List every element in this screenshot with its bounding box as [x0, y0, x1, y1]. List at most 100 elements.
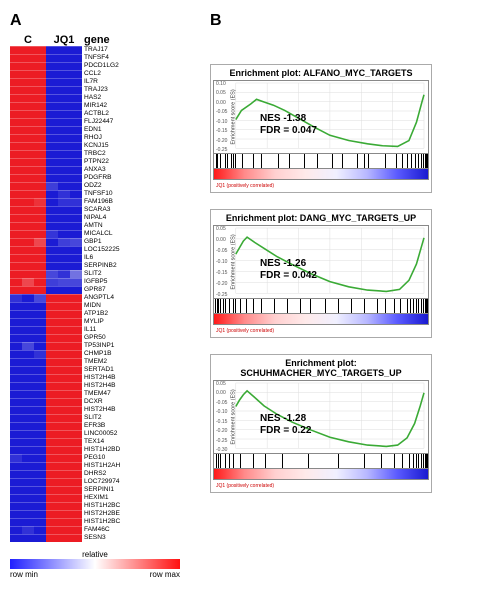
heatmap-cell	[34, 142, 46, 150]
heatmap-cell	[22, 350, 34, 358]
heatmap-cell	[58, 390, 70, 398]
heatmap-cell	[46, 70, 58, 78]
heatmap-cell	[70, 110, 82, 118]
heatmap-cell	[70, 526, 82, 534]
heatmap-cell	[22, 454, 34, 462]
heatmap-cell	[34, 302, 46, 310]
heatmap-row: SERPINI1	[10, 486, 180, 494]
heatmap-cell	[46, 94, 58, 102]
heatmap-cell	[46, 518, 58, 526]
heatmap-cell	[58, 310, 70, 318]
heatmap-cell	[22, 470, 34, 478]
heatmap-cell	[22, 502, 34, 510]
heatmap-cell	[70, 214, 82, 222]
heatmap-cell	[46, 246, 58, 254]
heatmap-cell	[58, 142, 70, 150]
heatmap-cell	[58, 422, 70, 430]
heatmap-cell	[34, 390, 46, 398]
heatmap-cell	[34, 518, 46, 526]
heatmap-cell	[58, 262, 70, 270]
heatmap-cell	[58, 334, 70, 342]
heatmap-cell	[58, 438, 70, 446]
hit-tick-strip	[213, 299, 429, 314]
heatmap-cell	[58, 398, 70, 406]
gene-label: PDGFRB	[82, 174, 111, 182]
gene-label: IGFBP5	[82, 278, 107, 286]
heatmap-cell	[58, 246, 70, 254]
gene-label: EDN1	[82, 126, 102, 134]
heatmap-cell	[58, 46, 70, 54]
heatmap-cell	[34, 294, 46, 302]
gene-label: LINC00052	[82, 430, 117, 438]
enrichment-plot: Enrichment plot: SCHUHMACHER_MYC_TARGETS…	[210, 354, 432, 493]
heatmap-row: HIST1H2BC	[10, 502, 180, 510]
heatmap-cell	[34, 478, 46, 486]
heatmap-cell	[34, 246, 46, 254]
heatmap-cell	[22, 230, 34, 238]
heatmap-cell	[58, 238, 70, 246]
heatmap-cell	[70, 46, 82, 54]
heatmap-cell	[34, 526, 46, 534]
heatmap-cell	[10, 206, 22, 214]
gene-label: AMTN	[82, 222, 103, 230]
heatmap-row: MIDN	[10, 302, 180, 310]
heatmap-cell	[46, 214, 58, 222]
fdr-value: FDR = 0.22	[260, 425, 311, 437]
enrichment-stats: NES -1.28FDR = 0.22	[260, 413, 311, 437]
heatmap-row: TRAJ23	[10, 86, 180, 94]
heatmap-cell	[46, 494, 58, 502]
heatmap-cell	[70, 494, 82, 502]
heatmap-cell	[22, 198, 34, 206]
heatmap-row: MICALCL	[10, 230, 180, 238]
heatmap-cell	[10, 358, 22, 366]
gene-label: DCXR	[82, 398, 103, 406]
heatmap-cell	[34, 278, 46, 286]
heatmap-row: RHOJ	[10, 134, 180, 142]
heatmap-cell	[10, 214, 22, 222]
heatmap-cell	[58, 446, 70, 454]
heatmap-row: FLJ22447	[10, 118, 180, 126]
heatmap-cell	[34, 534, 46, 542]
gene-label: PEG10	[82, 454, 105, 462]
heatmap-cell	[22, 518, 34, 526]
gene-label: HIST2H2BE	[82, 510, 120, 518]
gradient-label: JQ1 (positively correlated)	[216, 328, 274, 334]
heatmap-cell	[34, 286, 46, 294]
heatmap-cell	[10, 486, 22, 494]
heatmap-row: HIST2H4B	[10, 406, 180, 414]
nes-value: NES -1.38	[260, 113, 317, 125]
heatmap-cell	[22, 222, 34, 230]
heatmap-cell	[70, 190, 82, 198]
heatmap-cell	[58, 118, 70, 126]
gradient-label: JQ1 (positively correlated)	[216, 483, 274, 489]
heatmap-cell	[70, 390, 82, 398]
heatmap-cell	[46, 358, 58, 366]
heatmap-cell	[46, 294, 58, 302]
heatmap-cell	[10, 182, 22, 190]
heatmap-cell	[34, 374, 46, 382]
es-curve-area: 0.050.00-0.05-0.10-0.15-0.20-0.25Enrichm…	[213, 225, 429, 299]
heatmap-row: SESN3	[10, 534, 180, 542]
heatmap-cell	[70, 94, 82, 102]
gene-label: HIST1H2AH	[82, 462, 120, 470]
heatmap-cell	[34, 182, 46, 190]
heatmap-cell	[22, 526, 34, 534]
heatmap-row: TMEM47	[10, 390, 180, 398]
heatmap-cell	[34, 270, 46, 278]
heatmap-cell	[70, 374, 82, 382]
heatmap-cell	[46, 222, 58, 230]
heatmap-row: HIST1H2BC	[10, 518, 180, 526]
heatmap-cell	[46, 406, 58, 414]
heatmap-cell	[22, 78, 34, 86]
heatmap-cell	[46, 254, 58, 262]
heatmap-cell	[22, 126, 34, 134]
gene-label: TMEM2	[82, 358, 107, 366]
heatmap-cell	[22, 102, 34, 110]
heatmap-cell	[58, 206, 70, 214]
gene-label: FAM196B	[82, 198, 113, 206]
heatmap-cell	[34, 454, 46, 462]
heatmap-cell	[58, 270, 70, 278]
heatmap-cell	[58, 510, 70, 518]
heatmap-cell	[22, 406, 34, 414]
gene-label: CHMP1B	[82, 350, 111, 358]
